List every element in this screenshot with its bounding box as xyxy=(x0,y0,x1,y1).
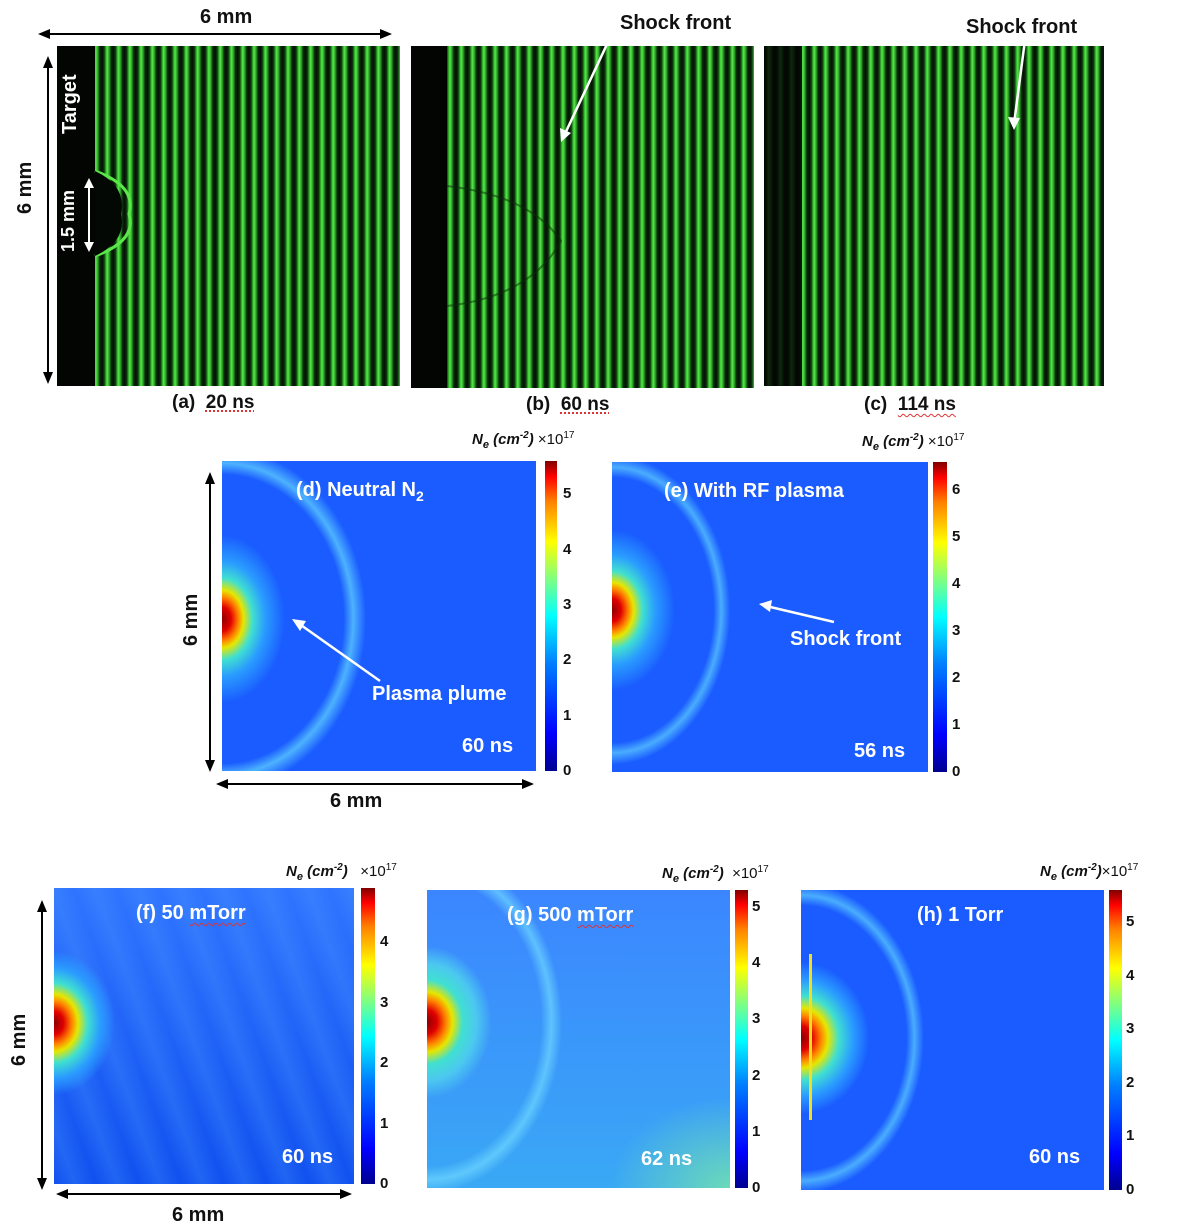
colorbar-d xyxy=(545,461,557,771)
colorbar-tick-label: 5 xyxy=(563,485,572,503)
plasma-plume-label: Plasma plume xyxy=(372,683,507,705)
shock-distortion-c xyxy=(1008,46,1026,130)
shock-front-label-b: Shock front xyxy=(620,12,732,34)
bottom-height-arrow xyxy=(37,900,47,1190)
bottom-height-label: 6 mm xyxy=(8,1013,30,1066)
colorbar-tick-label: 5 xyxy=(752,897,761,915)
panel-h-title: (h) 1 Torr xyxy=(917,904,1004,926)
spot-size-arrow xyxy=(84,178,94,252)
colorbar-tick-label: 3 xyxy=(380,993,389,1011)
colorbar-tick-label: 1 xyxy=(952,716,961,734)
colorbar-tick-label: 3 xyxy=(563,595,572,613)
panel-g-time: 62 ns xyxy=(641,1148,693,1170)
panel-e-time: 56 ns xyxy=(854,740,906,762)
panel-d-time: 60 ns xyxy=(462,735,514,757)
panel-f-time: 60 ns xyxy=(282,1146,334,1168)
shock-front-label-c: Shock front xyxy=(966,16,1078,38)
density-map-g: (g) 500 mTorr 62 ns xyxy=(427,890,730,1188)
colorbar-h xyxy=(1109,890,1122,1190)
bottom-width-arrow xyxy=(56,1189,352,1199)
colorbar-h-title: Ne (cm-2)×1017 xyxy=(1040,862,1139,883)
interferogram-c xyxy=(764,46,1104,386)
width-dimension-arrow xyxy=(38,29,392,39)
middle-width-label: 6 mm xyxy=(330,790,383,812)
shock-front-arrow-c xyxy=(1012,46,1026,125)
interferogram-a: Target 1.5 mm xyxy=(57,46,400,386)
density-map-d: (d) Neutral N2 Plasma plume 60 ns xyxy=(222,461,536,771)
colorbar-g xyxy=(735,890,748,1188)
colorbar-tick-label: 4 xyxy=(563,540,572,558)
plasma-plume-arrow xyxy=(297,621,381,683)
bottom-width-label: 6 mm xyxy=(172,1204,225,1226)
colorbar-e-title: Ne (cm-2) ×1017 xyxy=(862,432,965,453)
panel-e-title: (e) With RF plasma xyxy=(664,480,844,502)
colorbar-tick-label: 3 xyxy=(952,622,961,640)
panel-g-title: (g) 500 mTorr xyxy=(507,904,634,926)
caption-a: (a) 20 ns xyxy=(172,392,255,413)
panel-h-time: 60 ns xyxy=(1029,1146,1081,1168)
colorbar-tick-label: 5 xyxy=(952,528,961,546)
shock-distortion-b xyxy=(446,46,608,307)
colorbar-e xyxy=(933,462,947,772)
colorbar-tick-label: 1 xyxy=(752,1122,761,1140)
colorbar-tick-label: 4 xyxy=(380,933,389,951)
density-map-f: (f) 50 mTorr 60 ns xyxy=(54,888,354,1184)
colorbar-f xyxy=(361,888,375,1184)
colorbar-tick-label: 0 xyxy=(563,762,572,779)
colorbar-tick-label: 4 xyxy=(1126,966,1135,984)
panel-f-title: (f) 50 mTorr xyxy=(136,902,246,924)
colorbar-tick-label: 1 xyxy=(563,706,572,724)
reference-marker-line xyxy=(809,954,812,1120)
colorbar-tick-label: 0 xyxy=(952,763,961,780)
colorbar-tick-label: 5 xyxy=(1126,913,1135,931)
colorbar-tick-label: 0 xyxy=(1126,1181,1135,1198)
colorbar-tick-label: 1 xyxy=(380,1114,389,1132)
colorbar-tick-label: 3 xyxy=(1126,1020,1135,1038)
colorbar-tick-label: 6 xyxy=(952,481,961,499)
middle-width-arrow xyxy=(216,779,534,789)
middle-height-arrow xyxy=(205,472,215,772)
colorbar-d-title: Ne (cm-2) ×1017 xyxy=(472,430,575,451)
top-width-label: 6 mm xyxy=(200,6,253,28)
plasma-bubble-a xyxy=(94,169,132,258)
height-dimension-arrow xyxy=(43,56,53,384)
colorbar-f-title: Ne (cm-2) ×1017 xyxy=(286,862,397,883)
colorbar-tick-label: 2 xyxy=(1126,1073,1135,1091)
spot-size-label: 1.5 mm xyxy=(58,189,78,252)
shock-front-arrow-b xyxy=(561,46,608,139)
top-height-label: 6 mm xyxy=(14,161,36,214)
colorbar-tick-label: 0 xyxy=(380,1175,389,1192)
panel-d-title: (d) Neutral N2 xyxy=(296,479,424,504)
interferogram-b xyxy=(411,46,754,388)
shock-front-arrow-e xyxy=(765,604,835,624)
colorbar-g-title: Ne (cm-2) ×1017 xyxy=(662,864,769,885)
colorbar-tick-label: 4 xyxy=(752,954,761,972)
target-label: Target xyxy=(59,74,81,134)
colorbar-tick-label: 2 xyxy=(952,669,961,687)
shock-front-label-e: Shock front xyxy=(790,628,902,650)
density-map-h: (h) 1 Torr 60 ns xyxy=(801,890,1104,1190)
caption-c: (c) 114 ns xyxy=(864,394,956,415)
middle-height-label: 6 mm xyxy=(180,593,202,646)
colorbar-tick-label: 4 xyxy=(952,575,961,593)
colorbar-tick-label: 2 xyxy=(752,1066,761,1084)
density-map-e: (e) With RF plasma Shock front 56 ns xyxy=(612,462,928,772)
colorbar-tick-label: 1 xyxy=(1126,1127,1135,1145)
caption-b: (b) 60 ns xyxy=(526,394,610,415)
colorbar-tick-label: 2 xyxy=(380,1054,389,1072)
colorbar-tick-label: 0 xyxy=(752,1179,761,1196)
colorbar-tick-label: 2 xyxy=(563,651,572,669)
colorbar-tick-label: 3 xyxy=(752,1010,761,1028)
